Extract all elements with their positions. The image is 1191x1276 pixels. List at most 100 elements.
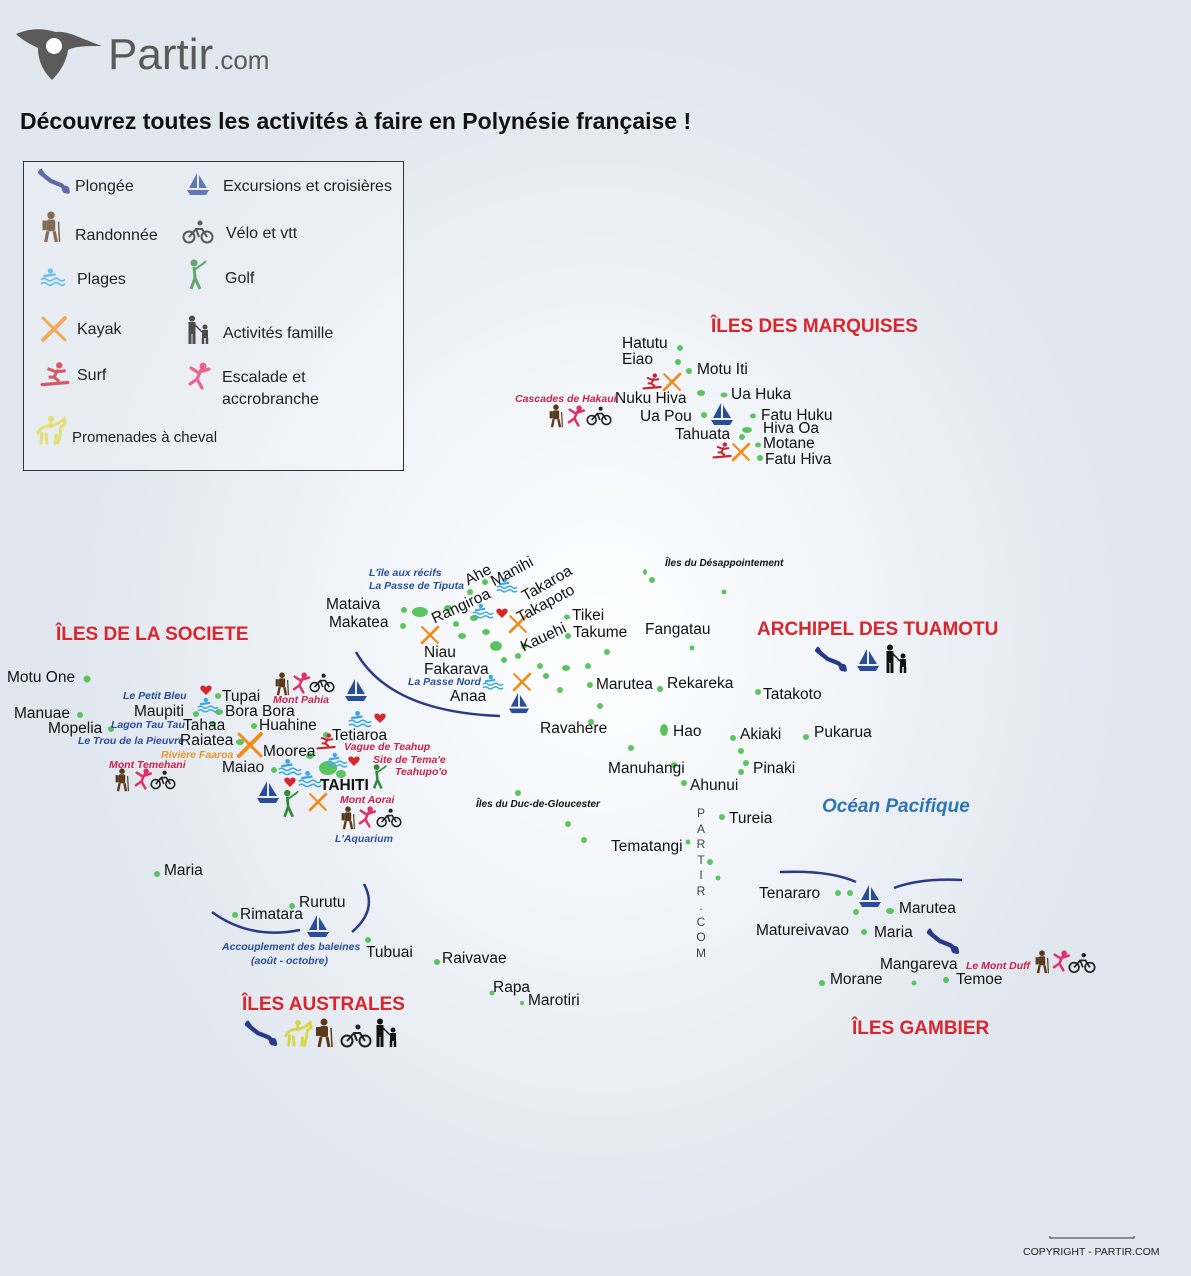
legend-velo: Vélo et vtt bbox=[226, 225, 298, 242]
tetiaroa-beach-icon bbox=[348, 710, 372, 728]
mangareva-diver-icon bbox=[929, 929, 959, 953]
site-baleines-dates: (août - octobre) bbox=[251, 955, 328, 967]
ocean-label: Océan Pacifique bbox=[822, 796, 970, 817]
site-teahupoo: Teahupo'o bbox=[395, 766, 448, 778]
site-aquarium: L'Aquarium bbox=[335, 833, 393, 845]
island-mangareva: Mangareva bbox=[880, 956, 958, 973]
island-fatu-hiva: Fatu Hiva bbox=[765, 451, 832, 468]
island-akiaki: Akiaki bbox=[740, 726, 782, 743]
fakarava-kayak-icon bbox=[512, 672, 532, 692]
island-motane: Motane bbox=[763, 435, 815, 452]
brand-wordmark: Partir.com bbox=[108, 30, 269, 80]
archipelago-tuamotu: ARCHIPEL DES TUAMOTU bbox=[757, 619, 999, 640]
legend-escalade: Escalade et bbox=[222, 369, 306, 386]
site-desappointement: Îles du Désappointement bbox=[665, 558, 784, 569]
makatea-kayak-icon bbox=[420, 625, 440, 645]
maiao-beach-icon bbox=[278, 758, 302, 776]
island-hao: Hao bbox=[673, 723, 702, 740]
island-mopelia: Mopelia bbox=[48, 720, 103, 737]
maupiti-heart-icon bbox=[200, 685, 212, 695]
temehani-cyclist-icon bbox=[150, 770, 176, 790]
island-tupai: Tupai bbox=[222, 688, 261, 705]
site-tiputa: La Passe de Tiputa bbox=[369, 580, 464, 592]
site-hakaui: Cascades de Hakaui bbox=[515, 393, 617, 405]
takapoto-heart-icon bbox=[496, 608, 508, 618]
maupiti-beach-icon bbox=[196, 697, 220, 713]
island-tematangi: Tematangi bbox=[611, 838, 683, 855]
tahiti-kayak-icon bbox=[308, 792, 328, 812]
hiva-oa-kayak-icon bbox=[731, 442, 751, 462]
tetiaroa-heart-icon bbox=[374, 713, 386, 723]
temehani-climber-icon bbox=[134, 768, 153, 790]
island-tubuai: Tubuai bbox=[366, 944, 413, 961]
island-tahiti: TAHITI bbox=[320, 777, 369, 794]
watermark-letter: M bbox=[696, 945, 706, 960]
site-mont-aorai: Mont Aorai bbox=[340, 794, 395, 806]
archipelago-societe: ÎLES DE LA SOCIETE bbox=[56, 624, 249, 645]
hakaui-hiker-icon bbox=[548, 404, 564, 428]
legend-box: Plongée Excursions et croisières Randonn… bbox=[23, 161, 404, 471]
island-hatutu: Hatutu bbox=[622, 335, 668, 352]
legend-plages: Plages bbox=[77, 271, 126, 288]
gambier-arc-left bbox=[779, 870, 857, 884]
hiva-oa-surf-icon bbox=[712, 442, 732, 459]
hakaui-climber-icon bbox=[567, 405, 586, 427]
site-mont-temehani: Mont Temehani bbox=[109, 759, 186, 771]
island-tahuata: Tahuata bbox=[675, 426, 731, 443]
watermark-letter: A bbox=[696, 821, 705, 836]
legend-randonnee: Randonnée bbox=[75, 227, 158, 244]
island-manuae: Manuae bbox=[14, 705, 71, 722]
island-pukarua: Pukarua bbox=[814, 724, 872, 741]
site-recifs: L'île aux récifs bbox=[369, 567, 442, 579]
site-passe-nord: La Passe Nord bbox=[408, 676, 481, 688]
tuamotu-arc bbox=[354, 651, 501, 718]
australes-arc-right bbox=[351, 883, 371, 933]
moorea-sailboat-icon bbox=[257, 781, 279, 803]
island-rurutu: Rurutu bbox=[299, 894, 346, 911]
brand-domain: .com bbox=[213, 45, 270, 75]
island-raiatea: Raiatea bbox=[180, 732, 234, 749]
archipelago-australes: ÎLES AUSTRALES bbox=[242, 994, 405, 1015]
island-moorea: Moorea bbox=[263, 743, 316, 760]
island-tatakoto: Tatakoto bbox=[763, 686, 822, 703]
logo-pin-icon bbox=[16, 29, 102, 80]
watermark-letter: T bbox=[697, 852, 705, 867]
island-fakarava: Fakarava bbox=[424, 661, 489, 678]
island-anaa: Anaa bbox=[450, 688, 487, 705]
island-motu-one: Motu One bbox=[7, 669, 76, 686]
site-temae: Site de Tema'e bbox=[373, 754, 446, 766]
island-maria-gambier: Maria bbox=[874, 924, 913, 941]
anaa-sailboat-icon bbox=[508, 692, 530, 714]
island-temoe: Temoe bbox=[956, 971, 1003, 988]
tuamotu-family-icon bbox=[885, 644, 908, 674]
island-tureia: Tureia bbox=[729, 810, 773, 827]
island-ua-pou: Ua Pou bbox=[640, 408, 692, 425]
moorea-golf-icon bbox=[282, 788, 300, 819]
bora-sailboat-icon bbox=[345, 679, 367, 701]
island-fangatau: Fangatau bbox=[645, 621, 711, 638]
site-riviere-faaroa: Rivière Faaroa bbox=[161, 749, 234, 761]
island-matureivavao: Matureivavao bbox=[756, 922, 850, 939]
site-mont-duff: Le Mont Duff bbox=[966, 960, 1030, 972]
legend-famille: Activités famille bbox=[223, 325, 334, 342]
tuamotu-diver-icon bbox=[817, 647, 846, 671]
island-bora-bora: Bora Bora bbox=[225, 703, 295, 720]
island-nuku-hiva: Nuku Hiva bbox=[615, 390, 687, 407]
island-pinaki: Pinaki bbox=[753, 760, 796, 777]
watermark-letter: C bbox=[696, 914, 706, 929]
raiatea-kayak-icon bbox=[237, 732, 263, 758]
moorea-beach-2-icon bbox=[298, 770, 322, 788]
archipelago-marquises: ÎLES DES MARQUISES bbox=[711, 316, 918, 337]
island-motu-iti: Motu Iti bbox=[697, 361, 748, 378]
aorai-cyclist-icon bbox=[376, 808, 402, 828]
island-takume: Takume bbox=[573, 624, 628, 641]
site-vague-teahup: Vague de Teahup bbox=[344, 741, 431, 753]
aorai-climber-icon bbox=[358, 806, 377, 828]
nuku-hiva-surf-icon bbox=[642, 373, 662, 390]
legend-surf: Surf bbox=[77, 367, 107, 384]
island-niau: Niau bbox=[424, 644, 456, 661]
pahia-climber-icon bbox=[292, 672, 311, 694]
tuamotu-sailboat-icon bbox=[857, 649, 879, 671]
